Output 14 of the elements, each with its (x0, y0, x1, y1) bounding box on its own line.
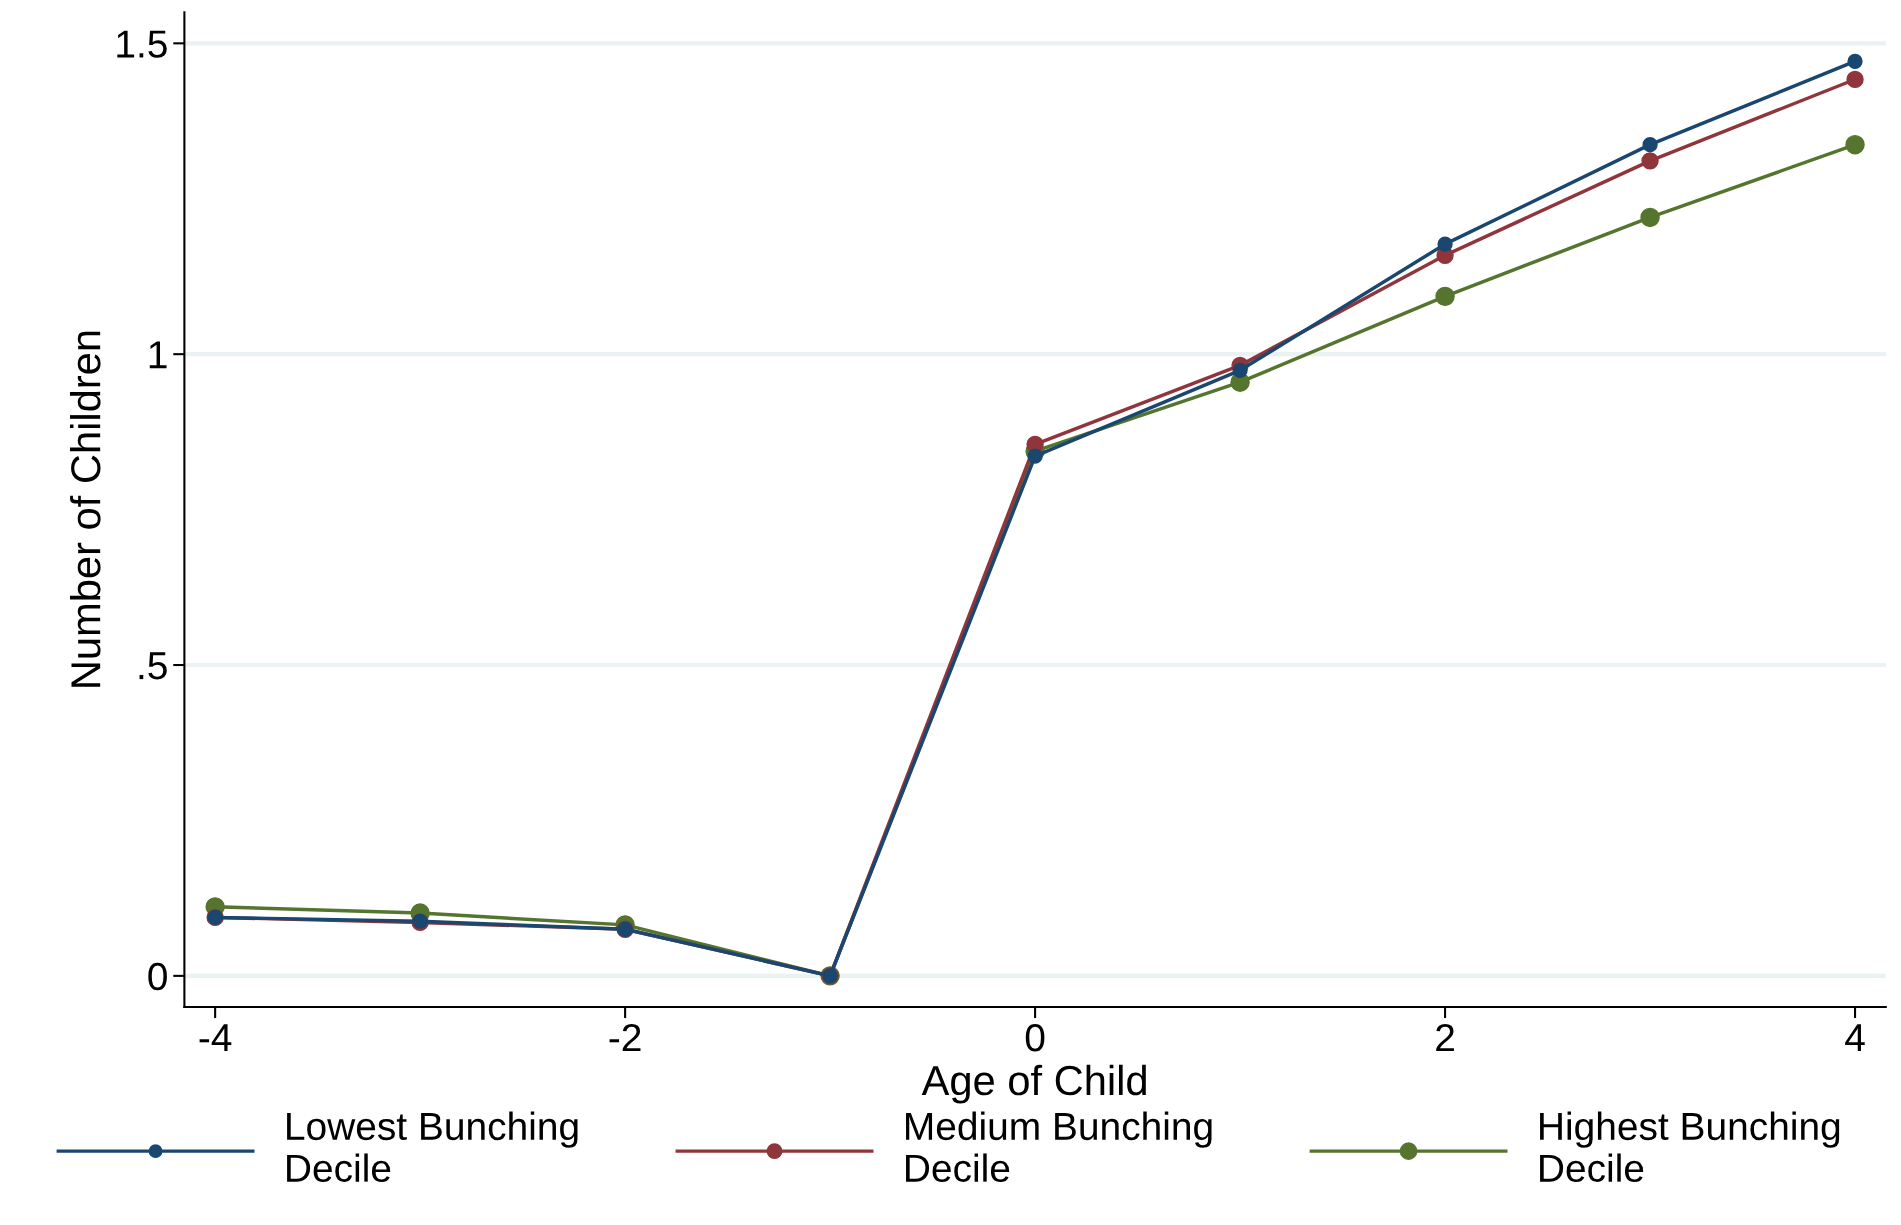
x-axis-title: Age of Child (921, 1064, 1146, 1104)
y-tick-label: 1.5 (117, 30, 167, 58)
legend-label: Highest Bunching Decile (1540, 1111, 1840, 1183)
y-axis-title: Number of Children (69, 331, 101, 687)
legend-label: Medium Bunching Decile (906, 1111, 1212, 1183)
x-tick-label: 2 (1436, 1023, 1454, 1052)
x-tick-label: 4 (1845, 1024, 1865, 1052)
legend-label: Lowest Bunching Decile (287, 1111, 578, 1183)
y-tick-label: .5 (139, 652, 167, 680)
y-tick-label: 1 (149, 341, 167, 369)
x-tick-label: -4 (199, 1024, 232, 1052)
x-tick-label: 0 (1025, 1023, 1045, 1052)
x-tick-label: -2 (609, 1023, 641, 1052)
y-tick-label: 0 (148, 962, 167, 991)
